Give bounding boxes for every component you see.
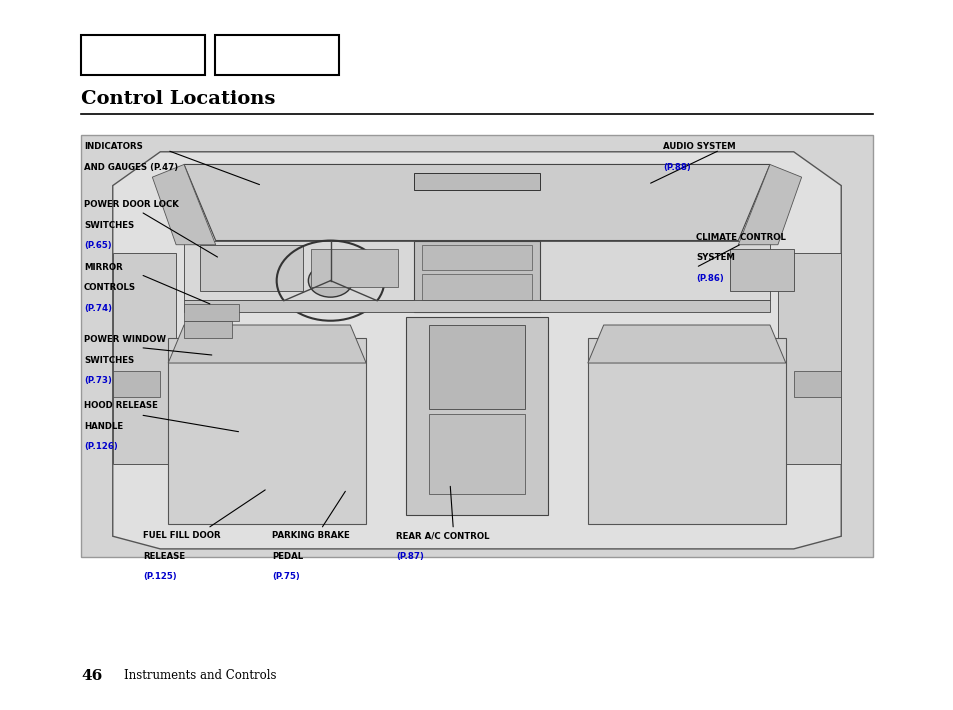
Text: SYSTEM: SYSTEM bbox=[696, 253, 735, 263]
Polygon shape bbox=[738, 165, 801, 245]
Bar bbox=[730, 249, 793, 291]
Text: POWER WINDOW: POWER WINDOW bbox=[84, 335, 166, 344]
Text: (P.75): (P.75) bbox=[272, 572, 299, 581]
Text: PARKING BRAKE: PARKING BRAKE bbox=[272, 531, 349, 540]
Text: AUDIO SYSTEM: AUDIO SYSTEM bbox=[662, 142, 735, 151]
Text: AND GAUGES (P.47): AND GAUGES (P.47) bbox=[84, 163, 178, 172]
Bar bbox=[414, 173, 539, 190]
Bar bbox=[200, 245, 302, 291]
Text: (P.73): (P.73) bbox=[84, 376, 112, 386]
Text: REAR A/C CONTROL: REAR A/C CONTROL bbox=[395, 531, 489, 540]
Circle shape bbox=[308, 264, 353, 297]
Bar bbox=[81, 36, 205, 75]
Text: (P.74): (P.74) bbox=[84, 304, 112, 313]
Polygon shape bbox=[184, 165, 769, 241]
Text: (P.86): (P.86) bbox=[696, 274, 723, 283]
Bar bbox=[793, 371, 841, 397]
Polygon shape bbox=[168, 338, 366, 523]
Text: (P.88): (P.88) bbox=[662, 163, 690, 172]
Text: 46: 46 bbox=[81, 669, 102, 683]
Text: INDICATORS: INDICATORS bbox=[84, 142, 143, 151]
Text: PEDAL: PEDAL bbox=[272, 552, 303, 561]
Bar bbox=[421, 274, 532, 300]
Text: HANDLE: HANDLE bbox=[84, 422, 123, 431]
Bar bbox=[184, 321, 232, 338]
Bar bbox=[184, 304, 239, 321]
Text: SWITCHES: SWITCHES bbox=[84, 221, 134, 230]
Text: (P.87): (P.87) bbox=[395, 552, 423, 561]
Text: CLIMATE CONTROL: CLIMATE CONTROL bbox=[696, 233, 785, 242]
Text: FUEL FILL DOOR: FUEL FILL DOOR bbox=[143, 531, 220, 540]
Bar bbox=[81, 135, 872, 557]
Polygon shape bbox=[587, 325, 785, 363]
Bar bbox=[311, 249, 397, 287]
Bar bbox=[429, 414, 524, 494]
Bar bbox=[214, 36, 338, 75]
Polygon shape bbox=[152, 165, 215, 245]
Polygon shape bbox=[112, 152, 841, 549]
Polygon shape bbox=[184, 241, 769, 300]
Polygon shape bbox=[168, 325, 366, 363]
Text: POWER DOOR LOCK: POWER DOOR LOCK bbox=[84, 200, 178, 209]
Polygon shape bbox=[112, 253, 176, 464]
Polygon shape bbox=[405, 317, 548, 515]
Text: SWITCHES: SWITCHES bbox=[84, 356, 134, 365]
Text: RELEASE: RELEASE bbox=[143, 552, 185, 561]
Text: CONTROLS: CONTROLS bbox=[84, 283, 136, 293]
Text: (P.126): (P.126) bbox=[84, 442, 117, 452]
Polygon shape bbox=[777, 253, 841, 464]
Text: HOOD RELEASE: HOOD RELEASE bbox=[84, 401, 157, 410]
Bar bbox=[112, 371, 160, 397]
Text: (P.125): (P.125) bbox=[143, 572, 176, 581]
Text: Instruments and Controls: Instruments and Controls bbox=[124, 669, 276, 682]
Bar bbox=[414, 241, 539, 312]
Bar bbox=[184, 300, 769, 312]
Text: Control Locations: Control Locations bbox=[81, 90, 275, 108]
Text: (P.65): (P.65) bbox=[84, 241, 112, 251]
Bar bbox=[421, 245, 532, 270]
Bar bbox=[429, 325, 524, 410]
Polygon shape bbox=[587, 338, 785, 523]
Text: MIRROR: MIRROR bbox=[84, 263, 123, 272]
